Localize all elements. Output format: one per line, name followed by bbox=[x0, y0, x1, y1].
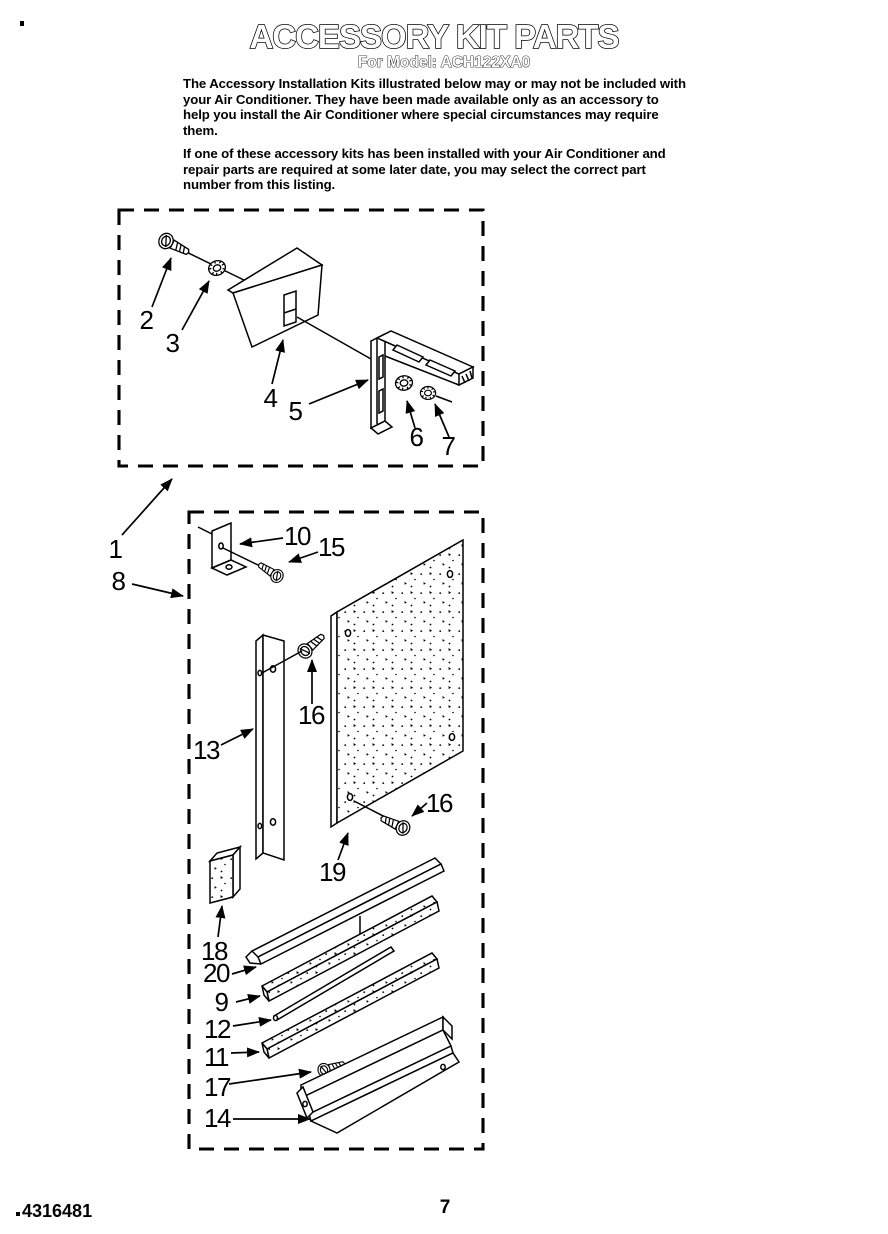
callout-12-label: 12 bbox=[204, 1014, 231, 1044]
document-number: 4316481 bbox=[22, 1201, 93, 1221]
callout-16-bottom-arrow bbox=[411, 802, 428, 817]
callout-8-label: 8 bbox=[112, 566, 126, 596]
callout-14-label: 14 bbox=[204, 1103, 231, 1133]
intro-line: help you install the Air Conditioner whe… bbox=[183, 107, 659, 123]
part-4-plate-drawing bbox=[226, 247, 324, 349]
intro-line: them. bbox=[183, 122, 218, 138]
callout-3-label: 3 bbox=[166, 328, 180, 358]
part-12-rod-drawing bbox=[272, 946, 396, 1022]
part-20-angle-strip-drawing bbox=[245, 857, 445, 966]
callout-18-arrow bbox=[215, 905, 226, 938]
callout-1-arrow bbox=[121, 478, 173, 536]
callout-20-arrow bbox=[231, 965, 257, 976]
callout-7-label: 7 bbox=[442, 431, 456, 461]
part-6-nut-drawing bbox=[393, 373, 415, 393]
plate-to-bracket-line bbox=[296, 316, 372, 360]
part-15-screw-drawing bbox=[254, 557, 287, 586]
note-line: repair parts are required at some later … bbox=[183, 161, 646, 177]
part-14-support-rail-drawing bbox=[296, 1015, 461, 1134]
repair-note-paragraph: If one of these accessory kits has been … bbox=[183, 146, 728, 193]
callout-10-label: 10 bbox=[284, 521, 311, 551]
callout-16-top-label: 16 bbox=[298, 700, 325, 730]
intro-paragraph: The Accessory Installation Kits illustra… bbox=[183, 76, 728, 138]
kit-1-dashed-box bbox=[117, 208, 485, 468]
callout-11-arrow bbox=[230, 1047, 260, 1058]
callout-6-arrow bbox=[405, 400, 416, 429]
callout-13-label: 13 bbox=[193, 735, 220, 765]
nut-7-leader-line bbox=[435, 395, 453, 403]
part-3-washer-drawing bbox=[205, 257, 229, 279]
bracket-to-screw-line bbox=[222, 547, 263, 568]
callout-16-bottom-label: 16 bbox=[426, 788, 453, 818]
callout-6-label: 6 bbox=[410, 422, 424, 452]
callout-9-arrow bbox=[235, 994, 261, 1004]
callout-1-label: 1 bbox=[109, 534, 123, 564]
part-10-angle-bracket-drawing bbox=[210, 521, 248, 576]
callout-5-arrow bbox=[308, 379, 369, 405]
note-line: If one of these accessory kits has been … bbox=[183, 146, 666, 161]
callout-8-arrow bbox=[131, 583, 184, 599]
callout-9-label: 9 bbox=[215, 987, 229, 1017]
callout-2-label: 2 bbox=[140, 305, 154, 335]
note-line: number from this listing. bbox=[183, 177, 336, 193]
part-7-nut-drawing bbox=[419, 385, 437, 401]
callout-15-label: 15 bbox=[318, 532, 345, 562]
callout-19-arrow bbox=[337, 832, 349, 861]
kit-1-parts bbox=[155, 230, 475, 435]
callout-4-label: 4 bbox=[264, 383, 278, 413]
intro-line: your Air Conditioner. They have been mad… bbox=[183, 91, 659, 107]
bracket-10-leader-line bbox=[197, 526, 213, 535]
callout-2-arrow bbox=[151, 257, 172, 308]
page-title: ACCESSORY KIT PARTS bbox=[249, 18, 618, 55]
part-16-top-screw-drawing bbox=[294, 629, 330, 662]
part-11-foam-strip-drawing bbox=[260, 952, 440, 1060]
callout-20-label: 20 bbox=[203, 958, 230, 988]
bar-to-screw-line bbox=[261, 650, 303, 674]
part-16-bottom-screw-drawing bbox=[377, 810, 413, 839]
callout-12-arrow bbox=[232, 1016, 272, 1027]
callout-11-label: 11 bbox=[204, 1042, 229, 1072]
part-9-foam-strip-drawing bbox=[260, 895, 440, 1003]
callout-15-arrow bbox=[288, 551, 319, 563]
callout-4-arrow bbox=[271, 339, 285, 385]
callout-19-label: 19 bbox=[319, 857, 346, 887]
part-18-block-drawing bbox=[207, 845, 243, 904]
page-number: 7 bbox=[439, 1197, 451, 1218]
intro-line: The Accessory Installation Kits illustra… bbox=[183, 76, 686, 91]
model-subtitle: For Model: ACH122XA0 bbox=[358, 54, 531, 71]
callout-arrows bbox=[121, 257, 450, 1124]
callout-17-arrow bbox=[228, 1068, 312, 1085]
part-2-screw-drawing bbox=[155, 230, 194, 261]
callout-18-label: 18 bbox=[201, 936, 228, 966]
part-5-bracket-drawing bbox=[369, 330, 475, 435]
print-artifact-dot-top bbox=[20, 21, 24, 26]
callout-7-arrow bbox=[434, 403, 450, 438]
kit-8-parts bbox=[197, 521, 464, 1134]
kit-8-dashed-box bbox=[187, 510, 485, 1151]
callout-10-arrow bbox=[239, 537, 284, 548]
callout-17-label: 17 bbox=[204, 1072, 231, 1102]
callout-5-label: 5 bbox=[289, 396, 303, 426]
part-19-panel-drawing bbox=[330, 538, 464, 829]
callout-13-arrow bbox=[220, 728, 254, 746]
print-artifact-dot-bottom bbox=[16, 1212, 20, 1216]
callout-labels: 1 2 3 4 5 6 7 8 10 15 16 13 19 16 18 20 … bbox=[109, 305, 458, 1133]
callout-3-arrow bbox=[181, 280, 210, 331]
